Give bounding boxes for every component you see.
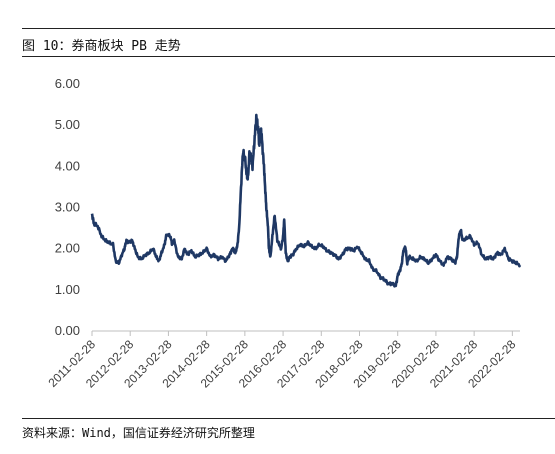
y-tick-label: 6.00 xyxy=(55,76,80,91)
source-top-rule xyxy=(22,418,555,419)
y-tick-label: 4.00 xyxy=(55,158,80,173)
y-tick-label: 1.00 xyxy=(55,282,80,297)
figure-title: 图 10：券商板块 PB 走势 xyxy=(22,39,181,54)
source-note: 资料来源：Wind，国信证券经济研究所整理 xyxy=(22,426,255,440)
y-tick-label: 2.00 xyxy=(55,241,80,256)
title-bottom-rule xyxy=(22,56,555,57)
pb-series-line xyxy=(90,113,522,288)
y-tick-label: 3.00 xyxy=(55,200,80,215)
y-tick-label: 0.00 xyxy=(55,323,80,338)
title-top-rule xyxy=(22,28,555,29)
y-tick-label: 5.00 xyxy=(55,117,80,132)
